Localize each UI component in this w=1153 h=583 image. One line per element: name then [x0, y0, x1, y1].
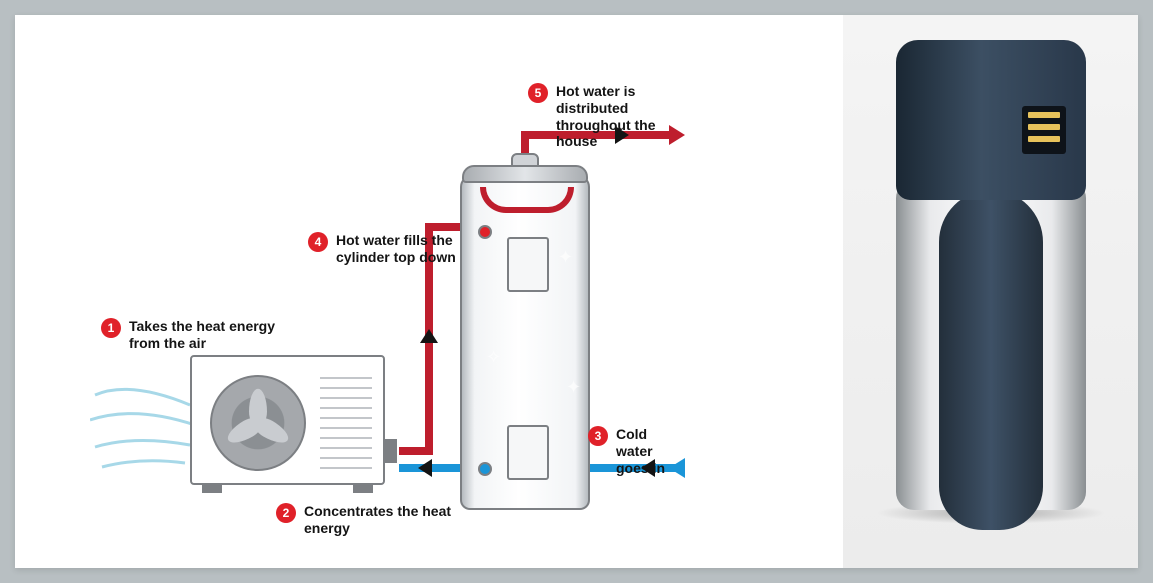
callout-4-text: Hot water fills the cylinder top down [336, 232, 456, 266]
callout-1: 1 Takes the heat energy from the air [101, 318, 299, 352]
callout-1-text: Takes the heat energy from the air [129, 318, 299, 352]
callout-2-text: Concentrates the heat energy [304, 503, 474, 537]
water-cylinder-tank: ✦ ✦ ✧ [460, 175, 590, 510]
air-wind-lines [90, 375, 200, 475]
callout-3-text: Cold water goes in [616, 426, 677, 476]
badge-2: 2 [276, 503, 296, 523]
tank-access-panel [507, 237, 549, 292]
heat-pump-outlet [383, 439, 397, 463]
callout-3: 3 Cold water goes in [588, 426, 677, 476]
badge-1: 1 [101, 318, 121, 338]
tank-cold-port [478, 462, 492, 476]
vent-grille [320, 377, 372, 469]
fan-icon [210, 375, 306, 471]
heat-pump-cylinder-product [896, 40, 1086, 530]
callout-5: 5 Hot water is distributed throughout th… [528, 83, 677, 150]
badge-4: 4 [308, 232, 328, 252]
flow-arrow-up-icon [420, 329, 438, 343]
tank-internal-hot-loop [480, 187, 574, 213]
tank-hot-port [478, 225, 492, 239]
product-image-panel [843, 15, 1138, 568]
heat-pump-outdoor-unit [190, 355, 385, 485]
heat-pump-diagram: ✦ ✦ ✧ 1 Takes the heat energy from the a… [15, 15, 677, 568]
callout-5-text: Hot water is distributed throughout the … [556, 83, 677, 150]
flow-arrow-left-icon [418, 459, 432, 477]
product-control-display [1022, 106, 1066, 154]
page: ✦ ✦ ✧ 1 Takes the heat energy from the a… [15, 15, 1138, 568]
callout-2: 2 Concentrates the heat energy [276, 503, 474, 537]
badge-5: 5 [528, 83, 548, 103]
badge-3: 3 [588, 426, 608, 446]
tank-access-panel [507, 425, 549, 480]
callout-4: 4 Hot water fills the cylinder top down [308, 232, 456, 266]
